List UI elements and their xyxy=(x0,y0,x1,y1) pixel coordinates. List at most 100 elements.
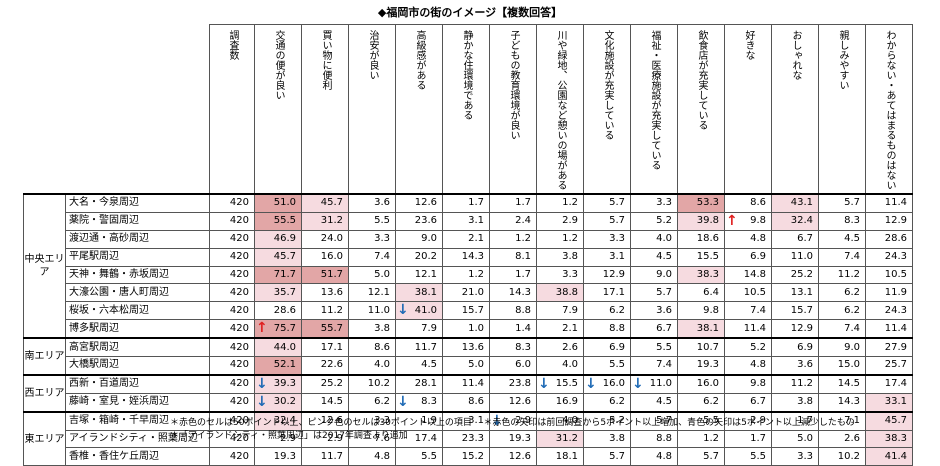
value-cell: 18.6 xyxy=(677,229,725,249)
value-cell: 3.1 xyxy=(442,211,490,231)
area-name: 渡辺通・高砂周辺 xyxy=(65,229,210,249)
value-text: 71.7 xyxy=(273,269,296,280)
value-text: 15.7 xyxy=(461,304,484,316)
value-text: 23.8 xyxy=(508,378,531,390)
value-cell: 7.4 xyxy=(348,247,396,267)
column-header: 治安が良い xyxy=(348,24,396,195)
value-text: 2.9 xyxy=(562,215,578,227)
value-cell: 9.0 xyxy=(395,229,443,249)
value-text: 11.2 xyxy=(320,304,343,316)
footnote-3: ＊「アイランドシティ・照葉周辺」は2017年調査より追加 xyxy=(170,431,408,441)
value-text: 45.7 xyxy=(320,197,343,209)
column-header-label: 治安が良い xyxy=(367,30,378,80)
value-text: 35.7 xyxy=(273,286,296,298)
column-header-label: 好きな xyxy=(743,30,754,60)
value-cell: 5.7 xyxy=(583,447,631,466)
value-cell: 15.5 xyxy=(677,247,725,267)
sample-count: 420 xyxy=(209,319,255,339)
table-row: 大濠公園・唐人町周辺 420 35.7 13.6 12.1 38.1 21.0 14.3 38.… xyxy=(24,283,913,303)
value-text: 2.9 xyxy=(515,415,531,427)
up-arrow-icon: ↑ xyxy=(256,320,268,337)
value-cell: 4.8 xyxy=(724,356,772,376)
value-text: 6.2 xyxy=(609,396,625,408)
value-cell: 9.8 xyxy=(724,373,772,394)
area-name: 香椎・香住ケ丘周辺 xyxy=(65,447,210,466)
column-header: 買い物に便利 xyxy=(301,24,349,195)
value-text: 38.3 xyxy=(884,433,907,445)
column-header: 調査数 xyxy=(209,24,255,195)
value-text: 14.5 xyxy=(320,396,343,408)
value-cell: 2.1 xyxy=(442,229,490,249)
value-text: 14.8 xyxy=(743,269,766,280)
value-text: 1.2 xyxy=(515,233,531,245)
value-text: 55.5 xyxy=(273,215,296,227)
value-cell: ↑ 75.7 xyxy=(254,319,302,339)
value-text: 2.4 xyxy=(515,215,531,227)
value-text: 17.1 xyxy=(320,341,343,353)
value-cell: 39.8 xyxy=(677,211,725,231)
value-text: 10.5 xyxy=(884,269,907,280)
value-cell: 19.3 xyxy=(254,447,302,466)
value-cell: 21.0 xyxy=(442,283,490,303)
value-text: 5.2 xyxy=(656,215,672,227)
value-cell: 11.0 xyxy=(771,247,819,267)
value-text: 6.2 xyxy=(374,396,390,408)
value-cell: 14.8 xyxy=(724,265,772,285)
value-cell: 38.3 xyxy=(865,429,913,449)
value-cell: 6.2 xyxy=(818,283,866,303)
value-text: 4.0 xyxy=(562,415,578,427)
value-text: 10.2 xyxy=(367,378,390,390)
value-text: 18.1 xyxy=(555,450,578,462)
column-header-label: 交通の便が良い xyxy=(273,30,284,100)
value-text: 5.7 xyxy=(609,197,625,209)
value-text: 9.0 xyxy=(421,233,437,245)
value-text: 6.9 xyxy=(797,341,813,353)
value-text: 20.2 xyxy=(414,251,437,263)
value-text: 17.4 xyxy=(884,378,907,390)
area-name: 桜坂・六本松周辺 xyxy=(65,301,210,321)
value-cell: 8.8 xyxy=(583,319,631,339)
value-text: 25.2 xyxy=(320,378,343,390)
value-text: 24.3 xyxy=(884,304,907,316)
value-text: 22.6 xyxy=(320,359,343,371)
value-text: 5.7 xyxy=(656,286,672,298)
value-text: 11.2 xyxy=(837,269,860,280)
value-cell: 14.3 xyxy=(489,283,537,303)
value-cell: 24.3 xyxy=(865,247,913,267)
sample-count: 420 xyxy=(209,410,255,431)
value-text: 4.8 xyxy=(750,233,766,245)
value-cell: 8.1 xyxy=(489,247,537,267)
column-header: 子どもの教育環境が良い xyxy=(489,24,537,195)
value-cell: 45.7 xyxy=(301,192,349,213)
value-cell: 6.2 xyxy=(583,301,631,321)
value-text: 8.6 xyxy=(374,341,390,353)
value-cell: 3.3 xyxy=(771,447,819,466)
value-text: 9.8 xyxy=(750,378,766,390)
value-cell: 25.2 xyxy=(771,265,819,285)
value-cell: 5.7 xyxy=(630,283,678,303)
value-cell: 11.7 xyxy=(301,447,349,466)
value-text: 15.7 xyxy=(790,304,813,316)
value-cell: 7.9 xyxy=(536,301,584,321)
value-text: 12.9 xyxy=(602,269,625,280)
value-cell: 35.7 xyxy=(254,283,302,303)
value-text: 51.0 xyxy=(273,197,296,209)
area-name: 天神・舞鶴・赤坂周辺 xyxy=(65,265,210,285)
value-text: 45.7 xyxy=(884,415,907,427)
value-cell: 8.3 xyxy=(818,211,866,231)
value-cell: 23.6 xyxy=(395,211,443,231)
value-cell: 1.7 xyxy=(489,192,537,213)
value-cell: 12.6 xyxy=(489,447,537,466)
value-cell: 12.9 xyxy=(865,211,913,231)
value-text: 25.2 xyxy=(790,269,813,280)
value-text: 32.4 xyxy=(790,215,813,227)
table-row: 西エリア 西新・百道周辺 420 ↓ 39.3 25.2 10.2 28.1 11.4 23.8 ↓… xyxy=(23,373,913,413)
value-cell: 25.2 xyxy=(301,373,349,394)
value-text: 3.8 xyxy=(797,396,813,408)
value-cell: ↓ 39.3 xyxy=(254,373,302,394)
value-text: 11.0 xyxy=(790,251,813,263)
value-text: 2.9 xyxy=(750,415,766,427)
value-text: 4.8 xyxy=(750,359,766,371)
value-cell: 28.1 xyxy=(395,373,443,394)
value-text: 14.3 xyxy=(508,286,531,298)
